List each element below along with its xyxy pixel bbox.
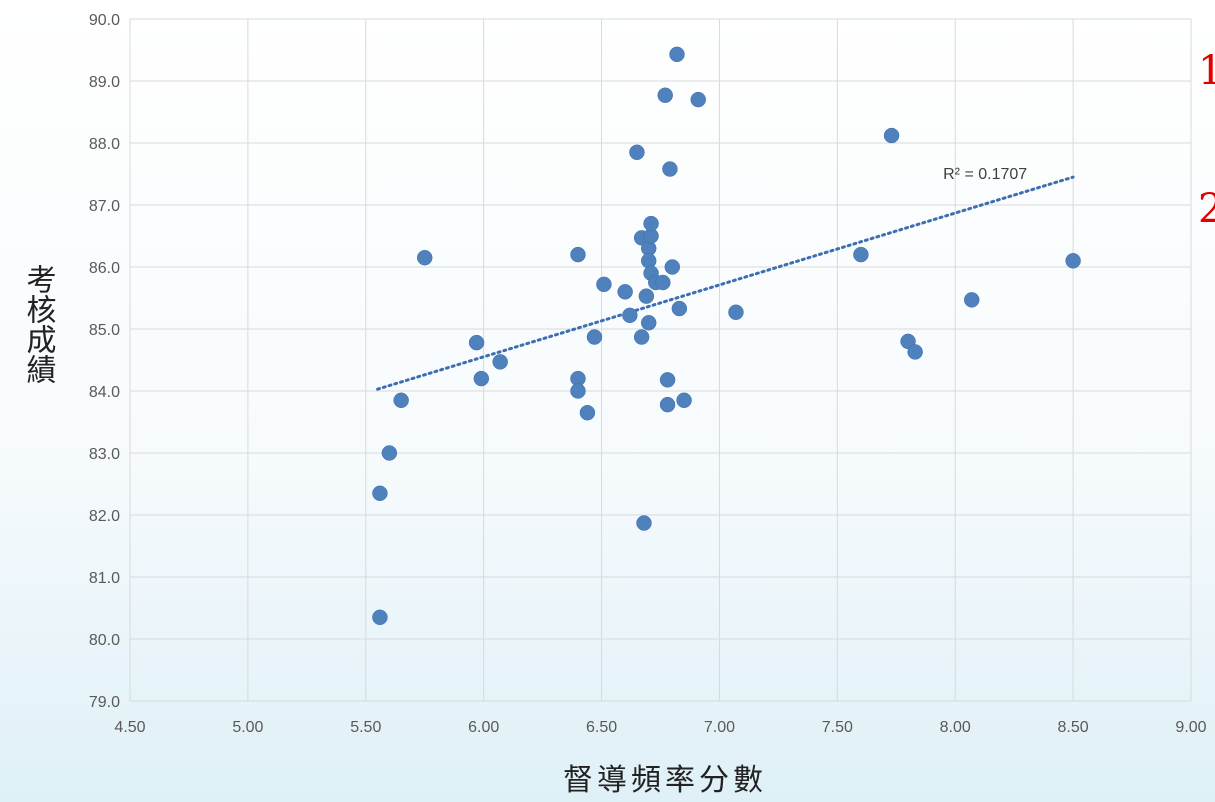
x-tick-label: 7.00 (704, 719, 735, 736)
data-point (640, 315, 657, 331)
y-axis-title: 考核成績 (21, 264, 57, 384)
y-tick-label: 89.0 (89, 74, 120, 91)
x-tick-label: 5.00 (232, 719, 263, 736)
x-tick-label: 7.50 (822, 719, 853, 736)
data-point (963, 292, 980, 308)
data-point (393, 392, 409, 409)
data-point (659, 372, 676, 388)
data-point (381, 445, 398, 461)
data-point (492, 354, 508, 370)
x-tick-label: 4.50 (114, 719, 145, 736)
data-point (596, 276, 612, 293)
data-point (586, 329, 603, 345)
gridlines (129, 18, 1192, 702)
data-point (629, 144, 645, 161)
y-tick-label: 84.0 (89, 384, 120, 401)
y-tick-label: 85.0 (89, 322, 120, 339)
data-point (570, 383, 586, 399)
data-point (676, 392, 692, 409)
y-tick-label: 83.0 (89, 446, 120, 463)
x-tick-label: 6.00 (468, 719, 499, 736)
data-point (372, 609, 388, 626)
y-axis-ticks: 79.0 80.0 81.0 82.0 83.0 84.0 85.0 86.0 87.0 88.0… (89, 12, 120, 711)
trendline (376, 175, 1075, 391)
x-tick-label: 6.50 (586, 719, 617, 736)
data-point (416, 249, 433, 266)
data-point (633, 329, 650, 345)
data-point (468, 334, 485, 351)
side-note-2: 2 (1198, 186, 1215, 232)
data-point (671, 300, 688, 317)
data-point (1065, 253, 1081, 269)
data-point (907, 344, 923, 360)
x-axis-ticks: 4.50 5.00 5.50 6.00 6.50 7.00 7.50 8.00 8.50 9.00 (114, 719, 1206, 736)
side-note-1: 1 (1198, 48, 1215, 94)
y-tick-label: 86.0 (89, 260, 120, 277)
data-point (622, 307, 638, 324)
data-point (638, 288, 655, 304)
data-point (636, 515, 652, 531)
y-tick-label: 88.0 (89, 136, 120, 153)
data-point (579, 404, 596, 421)
data-point (570, 246, 586, 263)
data-point (669, 46, 685, 63)
x-tick-label: 8.50 (1058, 719, 1089, 736)
data-point (643, 215, 659, 232)
data-point (659, 396, 676, 413)
y-tick-label: 87.0 (89, 198, 120, 215)
x-tick-label: 9.00 (1175, 719, 1206, 736)
y-tick-label: 81.0 (89, 570, 120, 587)
data-point (853, 246, 869, 263)
data-point (372, 485, 388, 502)
data-point (883, 127, 900, 144)
data-point (728, 304, 744, 321)
data-point (664, 259, 681, 275)
data-point (662, 161, 678, 177)
data-point (655, 274, 671, 291)
x-axis-title: 督導頻率分數 (563, 763, 767, 798)
data-point (657, 87, 673, 104)
y-tick-label: 82.0 (89, 508, 120, 525)
data-point (473, 370, 490, 387)
x-tick-label: 8.00 (940, 719, 971, 736)
r-squared-label: R² = 0.1707 (943, 166, 1027, 183)
data-point (690, 91, 706, 108)
y-tick-label: 79.0 (89, 694, 120, 711)
data-points (372, 46, 1081, 626)
x-tick-label: 5.50 (350, 719, 381, 736)
plot-area (129, 18, 1192, 702)
data-point (617, 284, 633, 300)
y-tick-label: 80.0 (89, 632, 120, 649)
y-tick-label: 90.0 (89, 12, 120, 29)
